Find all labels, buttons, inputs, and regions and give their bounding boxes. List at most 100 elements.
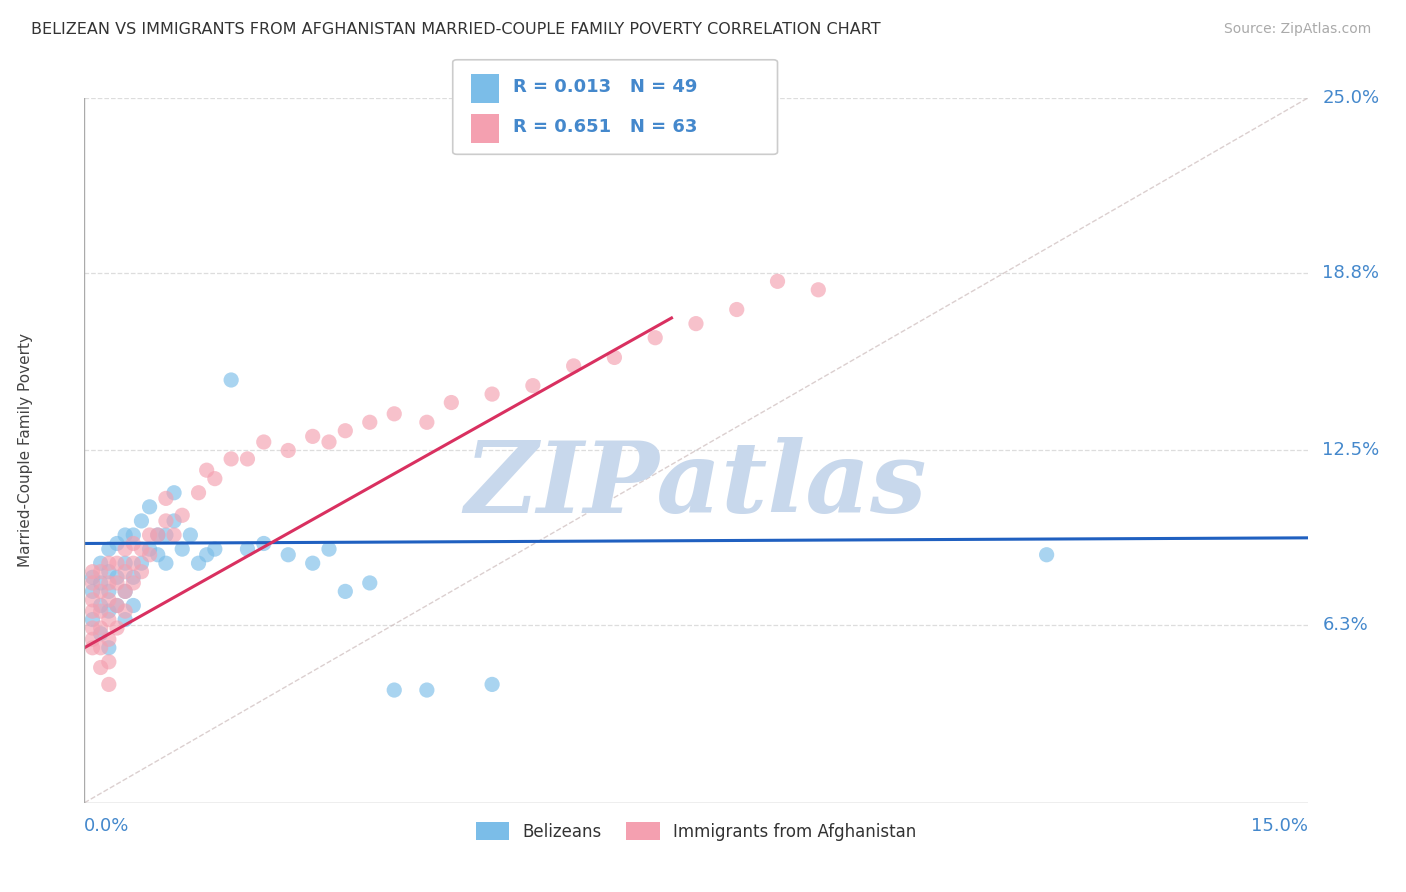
Point (105, 536, 128, 550)
Point (163, 514, 186, 528)
Point (114, 528, 136, 542)
Point (335, 584, 357, 599)
Point (131, 565, 153, 579)
Point (219, 373, 242, 387)
Point (105, 576, 128, 591)
Point (97, 584, 120, 599)
Point (122, 528, 145, 542)
Point (219, 451, 242, 466)
Point (97, 655, 120, 669)
Point (301, 429, 323, 443)
Point (138, 500, 160, 514)
Point (187, 556, 209, 570)
Point (90, 576, 112, 591)
Point (122, 556, 145, 570)
Point (172, 542, 194, 557)
Point (82, 640, 104, 655)
Text: BELIZEAN VS IMMIGRANTS FROM AFGHANISTAN MARRIED-COUPLE FAMILY POVERTY CORRELATIO: BELIZEAN VS IMMIGRANTS FROM AFGHANISTAN … (31, 22, 880, 37)
Point (359, 415, 381, 429)
Point (82, 570, 104, 584)
Point (105, 570, 128, 584)
Text: 15.0%: 15.0% (1250, 817, 1308, 835)
Point (105, 621, 128, 635)
Point (114, 604, 136, 618)
Point (195, 548, 218, 562)
Point (122, 570, 145, 584)
Text: 12.5%: 12.5% (1322, 442, 1379, 459)
Point (97, 542, 120, 557)
Point (187, 485, 209, 500)
Point (172, 508, 194, 523)
Point (155, 491, 177, 506)
Point (301, 556, 323, 570)
Point (318, 542, 340, 557)
Point (236, 542, 259, 557)
Point (807, 283, 830, 297)
Text: R = 0.651   N = 63: R = 0.651 N = 63 (513, 118, 697, 136)
Point (82, 632, 104, 647)
Point (97, 677, 120, 691)
Point (603, 351, 626, 365)
Point (114, 584, 136, 599)
Point (97, 632, 120, 647)
Legend: Belizeans, Immigrants from Afghanistan: Belizeans, Immigrants from Afghanistan (468, 816, 924, 847)
Point (277, 443, 299, 458)
Point (131, 514, 153, 528)
Point (82, 621, 104, 635)
Point (114, 565, 136, 579)
Text: 18.8%: 18.8% (1322, 264, 1379, 282)
Point (138, 528, 160, 542)
Point (382, 407, 405, 421)
Point (138, 542, 160, 557)
Point (105, 556, 128, 570)
Point (522, 378, 544, 392)
Text: Source: ZipAtlas.com: Source: ZipAtlas.com (1223, 22, 1371, 37)
Point (90, 584, 112, 599)
Point (97, 576, 120, 591)
Point (146, 528, 169, 542)
Point (253, 435, 276, 450)
Point (105, 599, 128, 613)
Point (236, 451, 259, 466)
Point (146, 548, 169, 562)
Text: 0.0%: 0.0% (84, 817, 129, 835)
Point (97, 565, 120, 579)
Point (97, 604, 120, 618)
Point (562, 359, 585, 373)
Point (131, 542, 153, 557)
Text: R = 0.013   N = 49: R = 0.013 N = 49 (513, 78, 697, 96)
Point (277, 548, 299, 562)
Point (82, 613, 104, 627)
Point (114, 542, 136, 557)
Text: Married-Couple Family Poverty: Married-Couple Family Poverty (18, 334, 34, 567)
Point (82, 565, 104, 579)
Point (90, 640, 112, 655)
Text: 25.0%: 25.0% (1322, 89, 1379, 107)
Point (416, 415, 439, 429)
Point (382, 683, 405, 698)
Point (82, 592, 104, 607)
Point (105, 599, 128, 613)
Point (1035, 548, 1057, 562)
Point (440, 395, 463, 409)
Point (90, 621, 112, 635)
Point (253, 536, 276, 550)
Point (685, 317, 707, 331)
Point (725, 302, 748, 317)
Point (90, 626, 112, 640)
Point (163, 528, 186, 542)
Point (82, 584, 104, 599)
Point (97, 613, 120, 627)
Point (97, 556, 120, 570)
Point (481, 677, 503, 691)
Point (359, 576, 381, 591)
Point (204, 472, 226, 486)
Point (155, 528, 177, 542)
Point (90, 660, 112, 674)
Point (97, 640, 120, 655)
Point (335, 424, 357, 438)
Point (90, 599, 112, 613)
Point (179, 528, 201, 542)
Point (90, 604, 112, 618)
Point (155, 556, 177, 570)
